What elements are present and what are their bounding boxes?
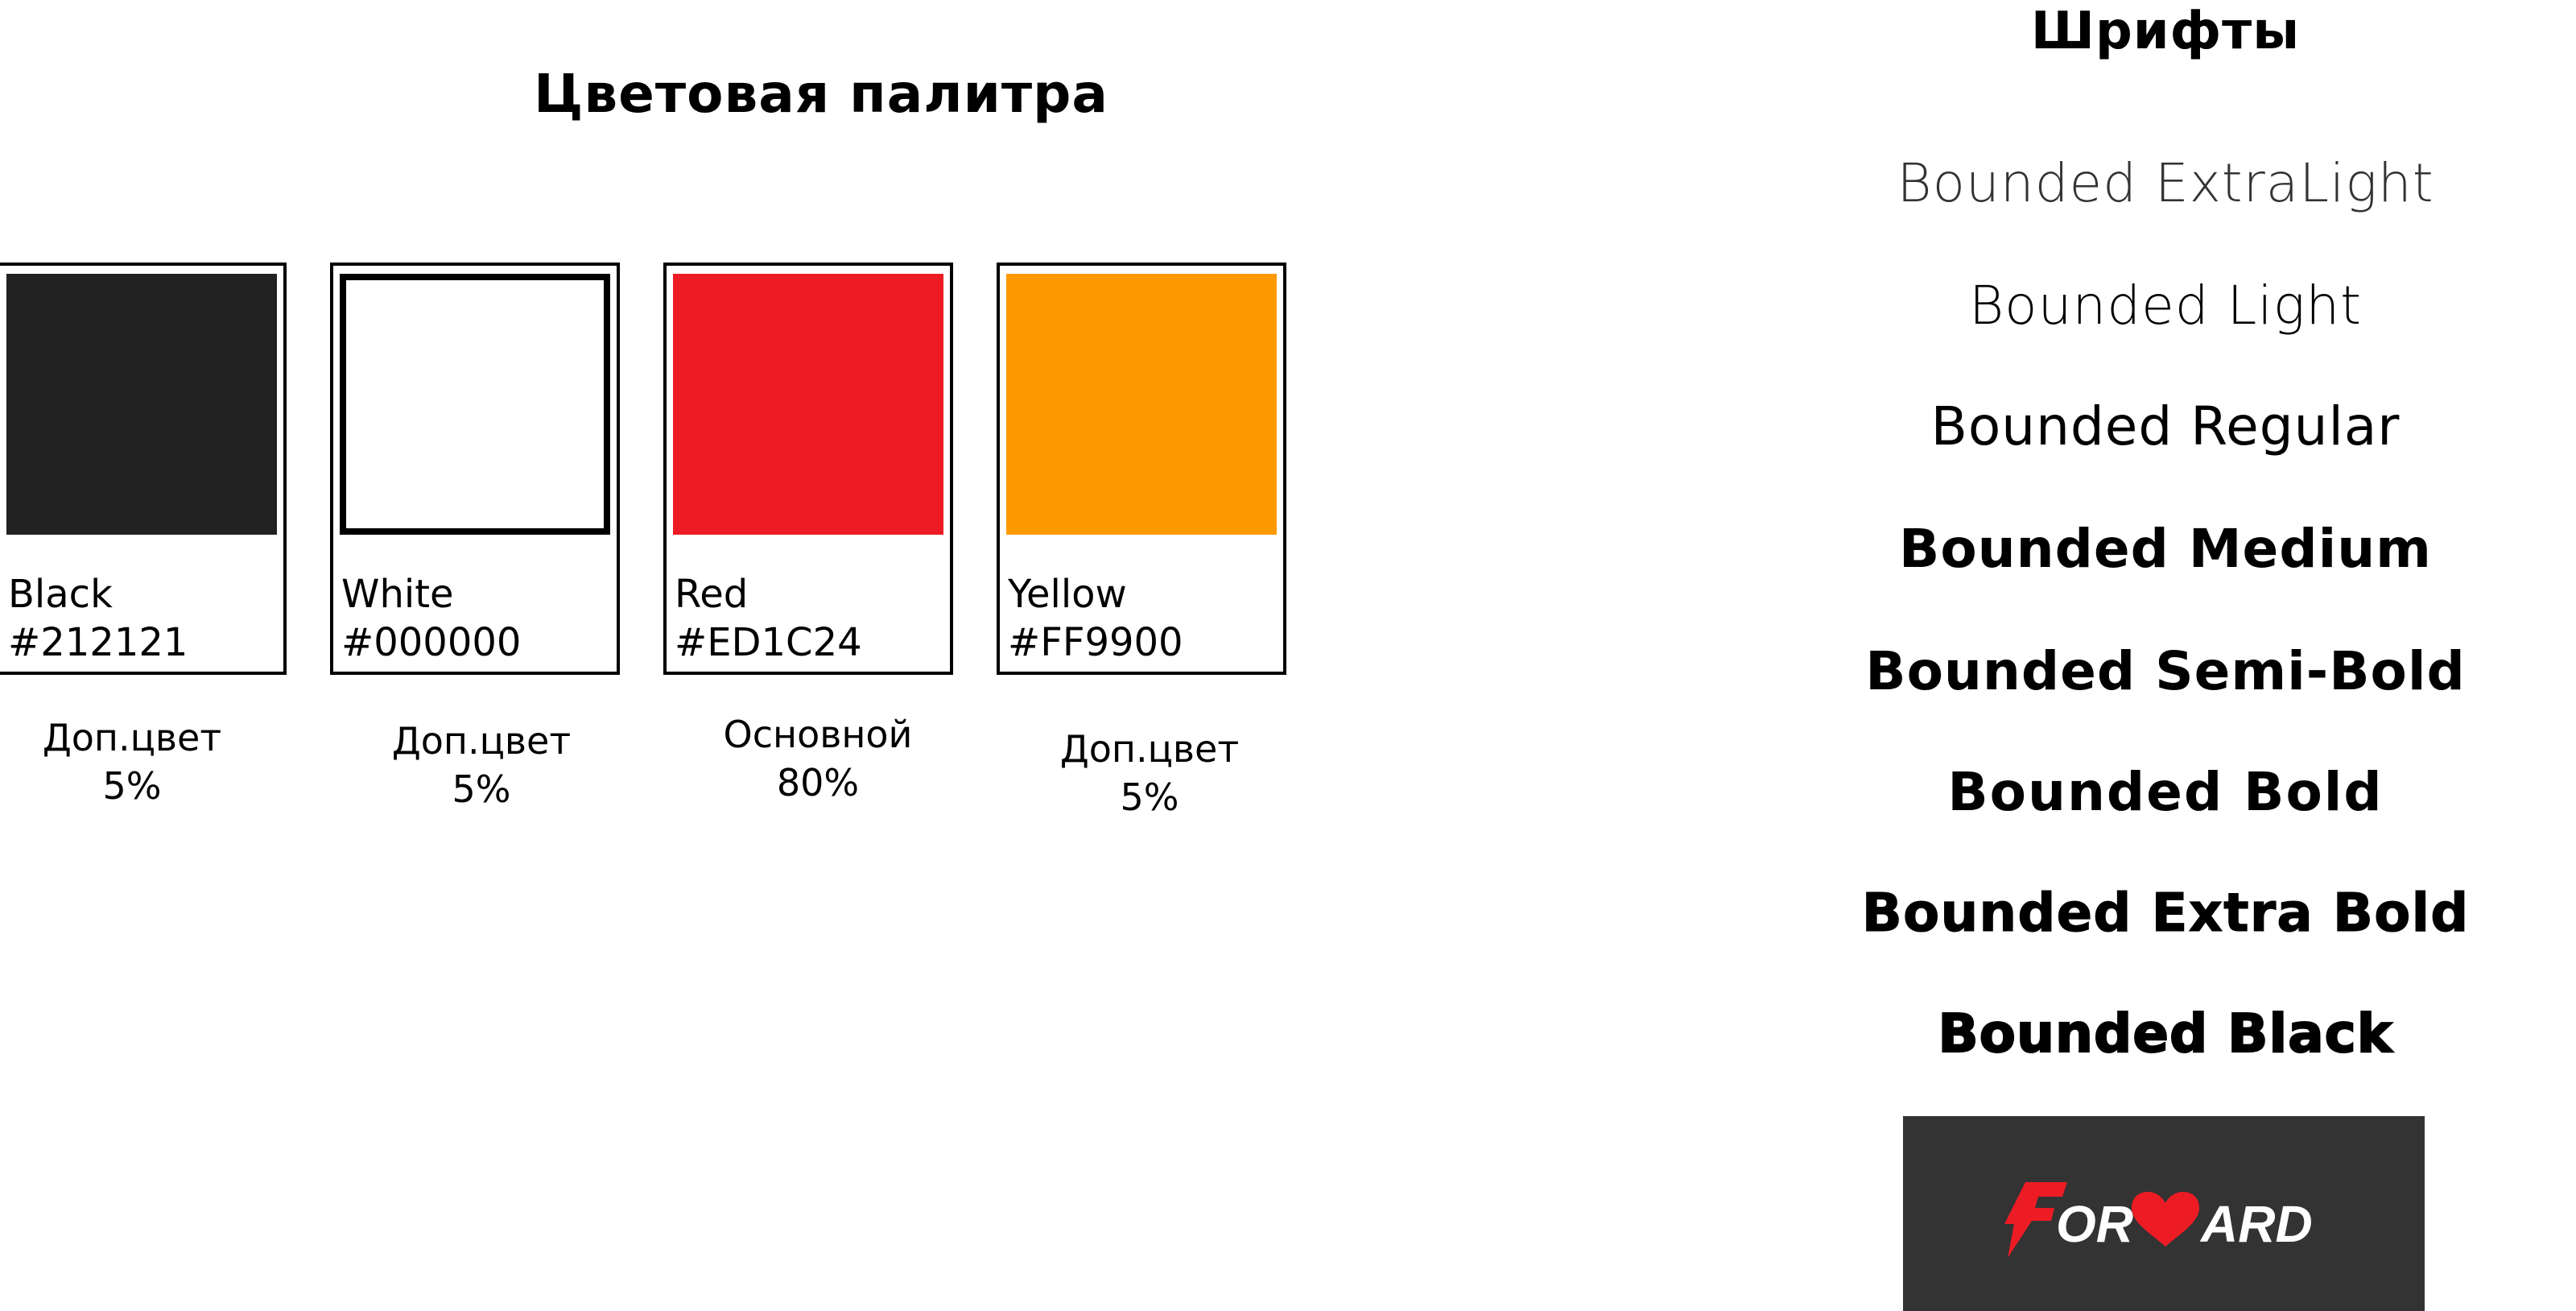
- usage-white: Доп.цвет 5%: [345, 717, 618, 813]
- palette-title: Цветовая палитра: [534, 63, 1108, 125]
- color-swatch-red: [673, 274, 943, 535]
- color-name: White: [341, 572, 454, 617]
- color-hex: #FF9900: [1008, 620, 1183, 665]
- usage-percent: 5%: [102, 764, 162, 808]
- color-name: Red: [675, 572, 749, 617]
- usage-label: Основной: [723, 713, 913, 756]
- usage-percent: 5%: [452, 767, 511, 811]
- color-swatch-black: [6, 274, 277, 535]
- font-sample-semibold: Bounded Semi-Bold: [1865, 640, 2466, 702]
- color-hex: #ED1C24: [675, 620, 862, 665]
- brand-logo-box: OR ARD: [1903, 1116, 2425, 1311]
- color-swatch-white: [340, 274, 610, 535]
- font-sample-extralight: Bounded ExtraLight: [1897, 152, 2434, 214]
- forward-logo: OR ARD: [2004, 1182, 2313, 1258]
- font-sample-black: Bounded Black: [1937, 1002, 2393, 1065]
- usage-label: Доп.цвет: [391, 719, 572, 763]
- color-hex: #000000: [341, 620, 522, 665]
- color-name: Yellow: [1008, 572, 1127, 617]
- usage-red: Основной 80%: [681, 710, 955, 807]
- svg-text:OR: OR: [2056, 1195, 2133, 1253]
- font-sample-extrabold: Bounded Extra Bold: [1861, 882, 2470, 945]
- usage-label: Доп.цвет: [1059, 727, 1240, 771]
- fonts-title: Шрифты: [2030, 2, 2301, 61]
- color-card-black: Black #212121: [0, 263, 287, 675]
- font-sample-regular: Bounded Regular: [1930, 395, 2401, 457]
- usage-yellow: Доп.цвет 5%: [1013, 725, 1286, 821]
- usage-label: Доп.цвет: [42, 716, 222, 759]
- color-swatch-yellow: [1006, 274, 1277, 535]
- color-name: Black: [8, 572, 113, 617]
- font-sample-light: Bounded Light: [1968, 275, 2363, 337]
- font-sample-medium: Bounded Medium: [1899, 518, 2432, 580]
- color-hex: #212121: [8, 620, 188, 665]
- font-sample-bold: Bounded Bold: [1947, 761, 2384, 823]
- usage-percent: 80%: [776, 761, 860, 804]
- color-card-yellow: Yellow #FF9900: [997, 263, 1286, 675]
- usage-percent: 5%: [1120, 775, 1179, 819]
- color-card-red: Red #ED1C24: [663, 263, 953, 675]
- svg-text:ARD: ARD: [2199, 1195, 2313, 1253]
- color-card-white: White #000000: [330, 263, 620, 675]
- usage-black: Доп.цвет 5%: [0, 713, 269, 810]
